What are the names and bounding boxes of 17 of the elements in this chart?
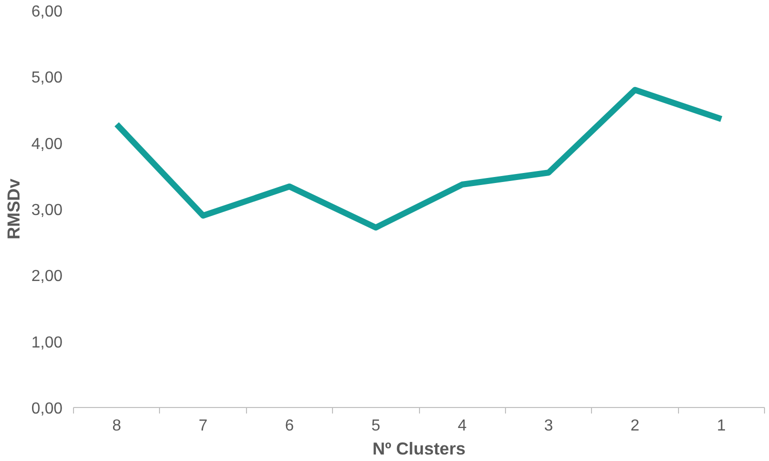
x-tick-label: 3	[544, 418, 554, 434]
x-tick-label: 4	[458, 418, 467, 434]
x-tick-label: 6	[284, 418, 294, 434]
y-tick-label: 5,00	[31, 70, 63, 87]
y-axis-title: RMSDv	[3, 178, 24, 240]
x-tick-label: 2	[630, 418, 640, 434]
y-tick-label: 6,00	[31, 4, 63, 20]
y-tick-label: 4,00	[31, 136, 63, 153]
y-tick-label: 0,00	[31, 400, 63, 418]
y-tick-label: 2,00	[31, 268, 63, 286]
y-tick-label: 3,00	[31, 202, 63, 219]
x-axis-title: Nº Clusters	[372, 438, 466, 458]
x-tick-label: 8	[112, 418, 122, 434]
x-tick-label: 1	[716, 418, 726, 434]
x-tick-label: 7	[198, 418, 208, 434]
y-tick-label: 1,00	[31, 334, 63, 352]
x-tick-label: 5	[371, 418, 380, 434]
